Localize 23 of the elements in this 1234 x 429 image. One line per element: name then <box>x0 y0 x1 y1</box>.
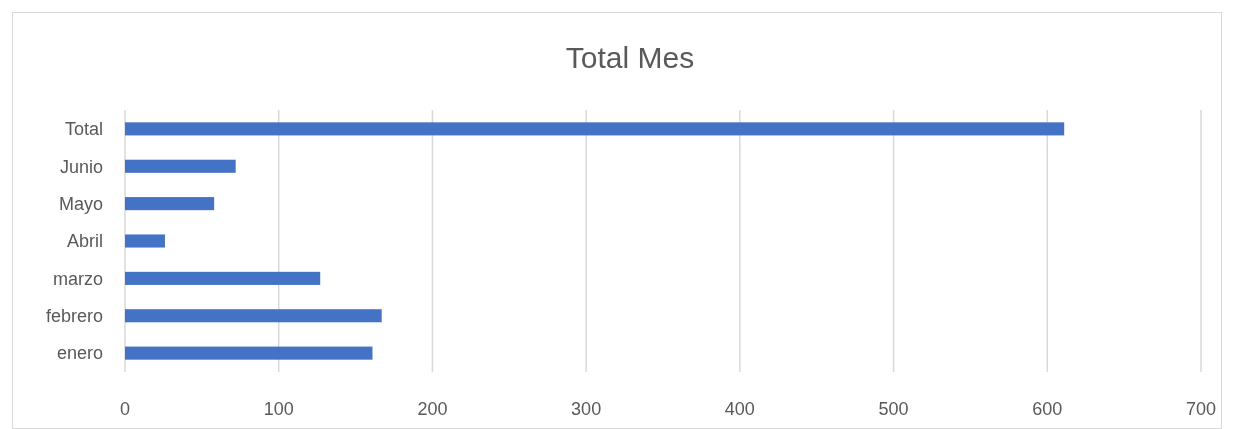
bar <box>125 346 373 360</box>
x-tick-label: 500 <box>878 399 909 419</box>
bar <box>125 159 236 173</box>
y-tick-label: Total <box>64 119 103 140</box>
x-tick-label: 300 <box>571 399 602 419</box>
x-tick-label: 600 <box>1032 399 1063 419</box>
bar <box>125 234 165 248</box>
x-tick-label: 400 <box>724 399 755 419</box>
bar <box>125 122 1065 136</box>
y-tick-label: enero <box>56 343 103 364</box>
x-tick-label: 0 <box>119 399 131 419</box>
x-tick-label: 200 <box>417 399 448 419</box>
y-tick-label: marzo <box>52 268 103 289</box>
bar <box>125 197 215 211</box>
y-tick-label: Junio <box>59 156 103 177</box>
bar <box>125 271 321 285</box>
y-tick-label: Abril <box>66 231 103 252</box>
y-tick-label: Mayo <box>58 193 103 214</box>
bar <box>125 309 382 323</box>
chart-title: Total Mes <box>565 41 695 74</box>
y-tick-label: febrero <box>45 306 103 327</box>
x-tick-label: 700 <box>1185 399 1217 419</box>
x-tick-label: 100 <box>263 399 294 419</box>
